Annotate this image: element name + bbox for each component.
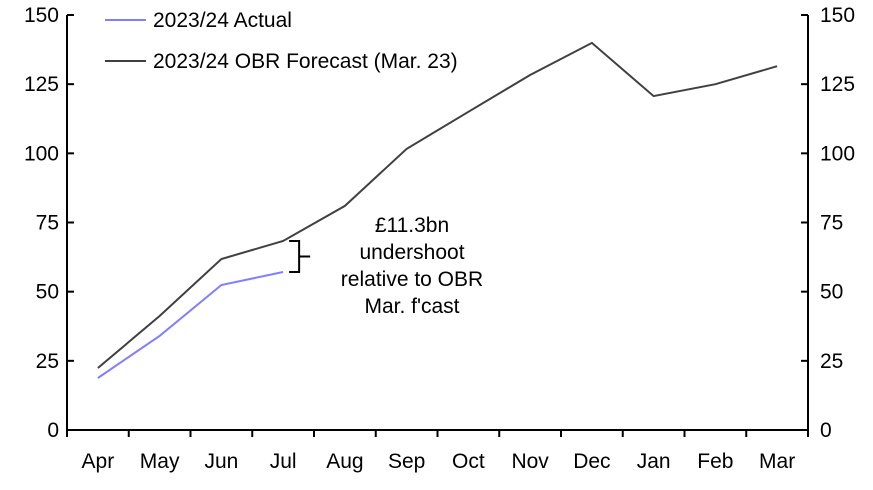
x-tick-label: Jul [270, 450, 297, 473]
x-tick-label: Aug [326, 450, 363, 473]
left-y-tick-label: 25 [36, 350, 59, 373]
right-y-tick-label: 150 [820, 4, 855, 27]
x-tick-label: Nov [511, 450, 549, 473]
x-tick-label: Mar [759, 450, 795, 473]
annotation-text: £11.3bn [375, 214, 449, 237]
x-tick-label: Jan [637, 450, 671, 473]
x-tick-label: Oct [452, 450, 485, 473]
legend-label: 2023/24 OBR Forecast (Mar. 23) [153, 50, 458, 73]
legend-label: 2023/24 Actual [153, 9, 292, 32]
annotation-bracket [289, 240, 311, 274]
left-y-tick-label: 150 [24, 4, 59, 27]
x-tick-label: Apr [82, 450, 115, 473]
series-line-0 [97, 271, 284, 379]
x-tick-label: Dec [573, 450, 610, 473]
annotation-text: Mar. f'cast [364, 295, 459, 318]
left-y-tick-label: 125 [24, 73, 59, 96]
right-y-tick-label: 0 [820, 419, 832, 442]
left-y-tick-label: 0 [47, 419, 59, 442]
x-tick-label: Jun [204, 450, 238, 473]
left-y-tick-label: 75 [36, 212, 59, 235]
x-tick-label: May [140, 450, 180, 473]
left-y-tick-label: 100 [24, 142, 59, 165]
right-y-tick-label: 125 [820, 73, 855, 96]
annotation-text: relative to OBR [341, 268, 483, 291]
right-y-tick-label: 75 [820, 212, 843, 235]
annotation-text: undershoot [359, 241, 464, 264]
left-y-tick-label: 50 [36, 281, 59, 304]
right-y-tick-label: 25 [820, 350, 843, 373]
x-tick-label: Feb [697, 450, 733, 473]
series-line-1 [97, 41, 778, 369]
right-y-tick-label: 100 [820, 142, 855, 165]
right-y-tick-label: 50 [820, 281, 843, 304]
x-tick-label: Sep [388, 450, 425, 473]
